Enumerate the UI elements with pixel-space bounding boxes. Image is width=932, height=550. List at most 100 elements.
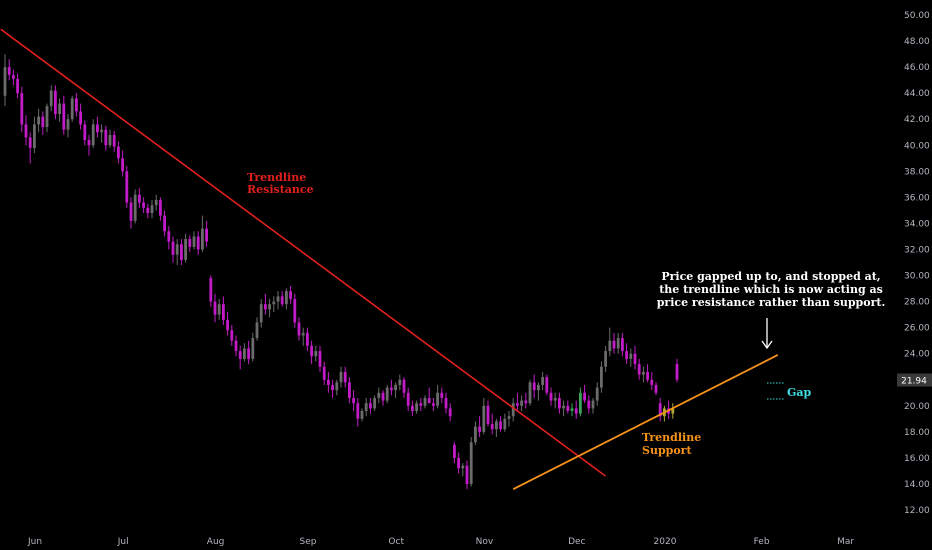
candle	[117, 141, 120, 164]
candle	[608, 327, 612, 357]
gap-explanation-line2: the trendline which is now acting as	[659, 283, 883, 296]
candle	[448, 403, 452, 422]
candle	[528, 379, 532, 406]
candle	[650, 371, 654, 391]
candle	[146, 203, 150, 219]
candle	[654, 382, 658, 396]
candle	[104, 125, 108, 151]
candle	[423, 395, 427, 409]
candle	[222, 296, 225, 326]
candle	[7, 59, 11, 81]
candle	[75, 93, 78, 117]
candle	[444, 392, 448, 414]
time-tick-label: Jul	[117, 537, 129, 547]
candle	[625, 343, 628, 365]
candle	[524, 392, 528, 409]
candle	[600, 361, 603, 393]
time-tick-label: Dec	[568, 537, 585, 547]
candle	[70, 95, 74, 122]
candle	[150, 199, 154, 219]
candle	[352, 390, 355, 411]
candle	[314, 345, 318, 362]
candle	[268, 298, 271, 318]
price-tick-label: 38.00	[904, 167, 930, 177]
candle	[280, 291, 284, 307]
candle	[62, 95, 66, 135]
candle	[415, 400, 418, 414]
candle	[243, 343, 246, 362]
time-tick-label: Mar	[837, 537, 854, 547]
candle	[553, 392, 557, 409]
candle	[432, 397, 435, 411]
candle	[129, 197, 133, 229]
candle	[507, 411, 511, 427]
candle	[360, 408, 364, 422]
time-tick-label: Nov	[476, 537, 494, 547]
candle	[532, 374, 536, 398]
candle	[339, 366, 343, 388]
candle	[58, 98, 61, 122]
candle	[108, 129, 112, 148]
gap-marker	[767, 382, 784, 400]
candle	[385, 384, 389, 404]
time-tick-label: Feb	[754, 537, 770, 547]
candle	[251, 332, 255, 362]
candle	[167, 226, 171, 250]
price-tick-label: 30.00	[904, 272, 930, 282]
candle	[226, 312, 229, 336]
candle	[112, 130, 116, 152]
price-tick-label: 42.00	[904, 115, 930, 125]
candle	[541, 371, 544, 391]
price-tick-label: 12.00	[904, 506, 930, 516]
candle	[474, 421, 477, 445]
candle	[364, 397, 368, 417]
resistance-annotation-line2: Resistance	[247, 183, 314, 196]
candle	[465, 460, 469, 490]
candle	[175, 239, 179, 266]
candle	[318, 345, 322, 372]
candle	[335, 379, 339, 396]
candle	[394, 382, 397, 398]
candle	[49, 85, 53, 112]
candle	[503, 413, 507, 432]
candle	[297, 317, 301, 341]
candle	[247, 340, 250, 365]
candle	[348, 377, 351, 404]
candle	[402, 377, 406, 398]
candle	[16, 73, 19, 99]
candle	[595, 382, 599, 406]
candle	[33, 116, 36, 154]
candle	[37, 108, 40, 133]
candle	[201, 215, 204, 253]
candle	[205, 220, 208, 247]
candle	[142, 197, 145, 213]
gap-explanation-line1: Price gapped up to, and stopped at,	[661, 270, 880, 283]
candle	[516, 392, 519, 411]
candle	[322, 361, 326, 385]
candle	[91, 119, 95, 148]
price-tick-label: 24.00	[904, 350, 930, 360]
candle	[234, 335, 238, 357]
candle	[621, 332, 624, 357]
candle	[259, 298, 263, 328]
candle	[381, 390, 385, 406]
candle	[138, 188, 141, 208]
down-arrow-icon	[761, 318, 773, 350]
candle	[20, 86, 24, 133]
candle	[642, 366, 645, 383]
candle	[499, 416, 502, 432]
candle	[87, 134, 91, 156]
candle	[511, 397, 515, 422]
price-tick-label: 28.00	[904, 298, 930, 308]
candle	[45, 103, 49, 133]
support-annotation-line1: Trendline	[642, 431, 701, 444]
candle	[646, 364, 649, 383]
candle	[457, 452, 460, 474]
candle	[125, 166, 129, 208]
gap-label: Gap	[787, 386, 812, 399]
candle	[583, 384, 586, 404]
price-tick-label: 34.00	[904, 219, 930, 229]
candle	[66, 114, 70, 138]
candle	[566, 400, 570, 414]
